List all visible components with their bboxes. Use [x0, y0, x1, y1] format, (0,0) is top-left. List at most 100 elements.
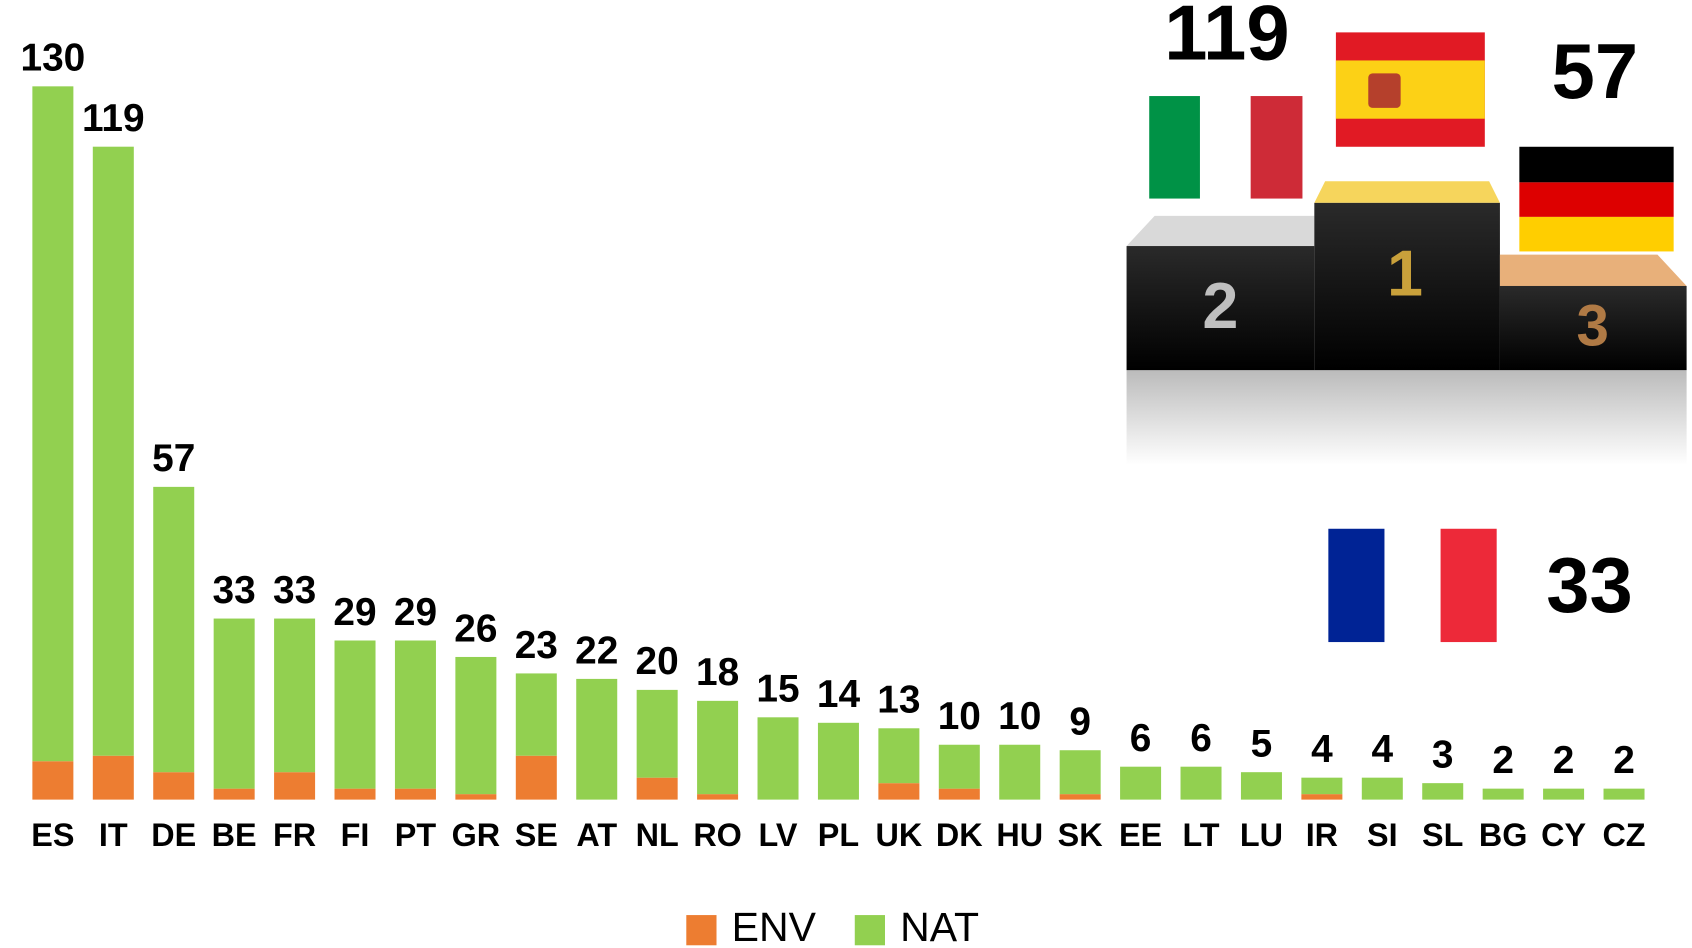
- flag-france: [1328, 528, 1497, 643]
- bar-segment: [817, 722, 859, 800]
- x-tick-label: HU: [996, 817, 1043, 853]
- podium-top: [1126, 215, 1315, 247]
- podium-place: 1: [1387, 237, 1423, 310]
- bar-segment: [878, 728, 920, 784]
- bar-segment: [153, 772, 195, 800]
- x-tick-label: PL: [818, 817, 859, 853]
- total-label: 130: [20, 37, 85, 80]
- total-label: 6: [1130, 717, 1152, 760]
- x-tick-label: UK: [876, 817, 923, 853]
- x-tick-label: BG: [1479, 817, 1528, 853]
- x-tick-label: NL: [636, 817, 679, 853]
- legend-swatch: [854, 915, 885, 946]
- total-label: 29: [333, 591, 376, 634]
- total-label: 57: [152, 437, 195, 480]
- total-label: 15: [756, 668, 799, 711]
- flag-stripe: [1519, 146, 1674, 183]
- total-label: 13: [877, 679, 920, 722]
- bar-segment: [1120, 766, 1162, 800]
- total-label: 33: [273, 569, 316, 612]
- total-label: 3: [1432, 734, 1454, 777]
- bar-segment: [1361, 777, 1403, 800]
- total-label: 20: [636, 640, 679, 683]
- x-tick-label: SE: [515, 817, 558, 853]
- x-tick-label: SI: [1367, 817, 1398, 853]
- podium-place: 2: [1202, 269, 1238, 342]
- podium-place: 3: [1577, 294, 1609, 359]
- podium-top: [1314, 181, 1500, 203]
- bar-segment: [878, 783, 920, 800]
- x-tick-label: BE: [212, 817, 257, 853]
- podium-value: 119: [1164, 0, 1289, 76]
- total-label: 9: [1069, 701, 1091, 744]
- x-tick-label: DE: [151, 817, 196, 853]
- x-tick-label: IR: [1306, 817, 1338, 853]
- podium-value: 57: [1552, 29, 1638, 115]
- bar-segment: [1301, 794, 1343, 800]
- bar-segment: [334, 640, 376, 789]
- bar-segment: [938, 788, 980, 800]
- bar-segment: [1422, 783, 1464, 800]
- flag-spain: [1335, 32, 1485, 147]
- total-label: 29: [394, 591, 437, 634]
- bar-segment: [1059, 794, 1101, 800]
- x-tick-label: IT: [99, 817, 128, 853]
- total-label: 2: [1613, 739, 1635, 782]
- total-label: 10: [998, 695, 1041, 738]
- bar-segment: [153, 486, 195, 773]
- bar-segment: [32, 761, 74, 800]
- legend-label: NAT: [900, 904, 979, 948]
- bar-segment: [274, 618, 316, 773]
- x-tick-label: PT: [395, 817, 437, 853]
- x-tick-label: CY: [1541, 817, 1586, 853]
- x-tick-label: LU: [1240, 817, 1283, 853]
- podium-reflection: [1126, 370, 1687, 466]
- bar-segment: [394, 640, 436, 789]
- x-tick-label: LT: [1182, 817, 1219, 853]
- total-label: 23: [515, 624, 558, 667]
- bar-segment: [455, 794, 497, 800]
- total-label: 6: [1190, 717, 1212, 760]
- x-tick-label: FR: [273, 817, 316, 853]
- x-tick-label: FI: [341, 817, 370, 853]
- total-label: 26: [454, 607, 497, 650]
- flag-italy: [1149, 96, 1303, 199]
- x-tick-label: EE: [1119, 817, 1162, 853]
- bar-segment: [274, 772, 316, 800]
- flag-stripe: [1250, 96, 1303, 199]
- bar-segment: [213, 618, 255, 789]
- bar-segment: [697, 700, 739, 795]
- flag-emblem: [1368, 73, 1401, 108]
- legend-swatch: [686, 915, 717, 946]
- bar-segment: [1059, 750, 1101, 795]
- x-tick-label: LV: [759, 817, 798, 853]
- x-tick-label: SL: [1422, 817, 1463, 853]
- total-label: 2: [1553, 739, 1575, 782]
- total-label: 2: [1492, 739, 1514, 782]
- bar-segment: [455, 656, 497, 795]
- flag-stripe: [1328, 528, 1385, 643]
- x-tick-label: SK: [1058, 817, 1104, 853]
- bar-segment: [1543, 788, 1585, 800]
- bar-segment: [1240, 772, 1282, 800]
- total-label: 4: [1311, 728, 1333, 771]
- podium-graphic: 2 1 3 119 57 33: [1126, 0, 1687, 643]
- flag-stripe: [1519, 182, 1674, 217]
- flag-germany: [1519, 146, 1674, 252]
- bar-segment: [636, 777, 678, 800]
- bar-segment: [999, 744, 1041, 800]
- total-label: 18: [696, 651, 739, 694]
- flag-stripe: [1440, 528, 1497, 643]
- x-tick-label: CZ: [1602, 817, 1645, 853]
- podium-block: [1314, 202, 1500, 371]
- x-tick-label: RO: [693, 817, 742, 853]
- podium-block: [1126, 246, 1315, 371]
- bar-segment: [515, 755, 557, 800]
- bar-segment: [394, 788, 436, 800]
- bar-segment: [636, 689, 678, 778]
- bar-segment: [515, 673, 557, 756]
- total-label: 119: [82, 97, 145, 140]
- bar-segment: [32, 86, 74, 762]
- bar-segment: [697, 794, 739, 800]
